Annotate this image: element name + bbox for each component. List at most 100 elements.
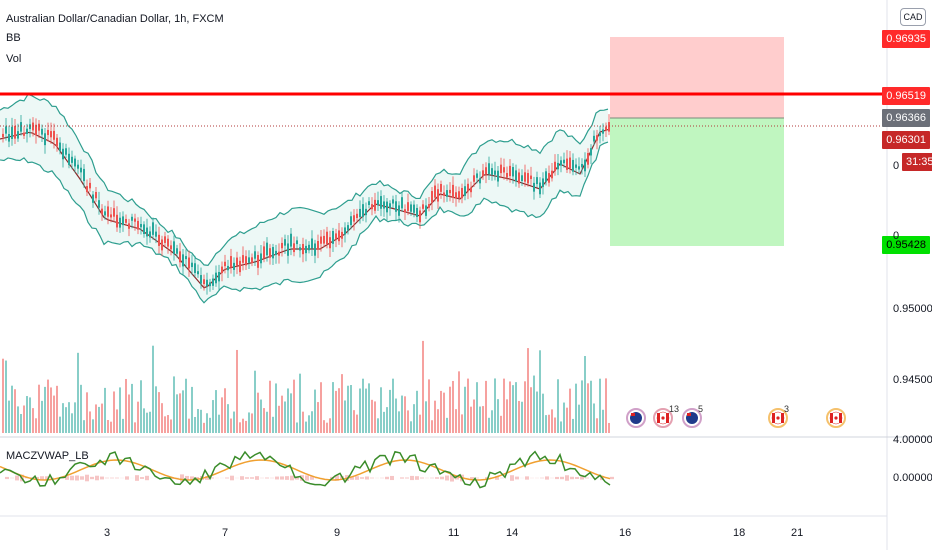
volume-bar: [200, 409, 202, 433]
candle-body: [455, 192, 457, 199]
osc-histogram-bar: [435, 477, 439, 479]
osc-histogram-bar: [75, 475, 79, 481]
candle-body: [146, 227, 148, 237]
osc-main-line: [0, 450, 611, 489]
candle-body: [149, 231, 151, 238]
volume-bar: [143, 408, 145, 433]
osc-histogram-bar: [125, 476, 129, 480]
volume-bar: [239, 422, 241, 433]
candle-body: [554, 161, 556, 172]
volume-bar: [248, 412, 250, 433]
volume-bar: [578, 404, 580, 433]
candle-body: [536, 177, 538, 185]
volume-bar: [275, 383, 277, 433]
osc-histogram-bar: [545, 476, 549, 480]
volume-bar: [602, 409, 604, 433]
indicator-bb-label[interactable]: BB: [6, 32, 21, 44]
candle-body: [422, 204, 424, 209]
volume-bar: [386, 407, 388, 433]
volume-bar: [389, 389, 391, 433]
currency-button[interactable]: CAD: [900, 8, 926, 26]
candle-body: [92, 194, 94, 203]
event-markers[interactable]: 13 5 3: [626, 404, 846, 428]
volume-bar: [440, 390, 442, 433]
osc-histogram-bar: [495, 476, 499, 480]
osc-histogram-bar: [190, 476, 194, 480]
osc-histogram-bar: [580, 476, 584, 480]
osc-histogram-bar: [560, 476, 564, 480]
volume-bar: [122, 418, 124, 433]
candle-body: [608, 122, 610, 132]
candle-body: [248, 257, 250, 263]
volume-bar: [566, 407, 568, 433]
volume-bar: [266, 411, 268, 433]
candle-body: [179, 251, 181, 263]
candle-body: [368, 201, 370, 205]
symbol-title[interactable]: Australian Dollar/Canadian Dollar, 1h, F…: [6, 13, 224, 25]
osc-histogram-bar: [510, 475, 514, 481]
candle-body: [233, 262, 235, 270]
candle-body: [353, 215, 355, 222]
volume-bar: [77, 352, 79, 433]
osc-histogram-bar: [135, 475, 139, 481]
indicator-vol-label[interactable]: Vol: [6, 53, 22, 65]
candle-body: [569, 157, 571, 169]
candle-body: [14, 125, 16, 139]
event-marker-flag-ca[interactable]: 13: [653, 404, 679, 428]
event-marker-flag-au[interactable]: [626, 408, 646, 428]
volume-bar: [446, 417, 448, 433]
time-label: 3: [104, 527, 111, 539]
volume-bar: [113, 391, 115, 433]
time-label: 16: [619, 527, 632, 539]
volume-bar: [8, 400, 10, 433]
candle-body: [212, 278, 214, 286]
candle-body: [518, 172, 520, 184]
profit-zone[interactable]: [610, 118, 784, 246]
candle-body: [5, 126, 7, 134]
candle-body: [605, 126, 607, 131]
candle-body: [386, 201, 388, 213]
volume-bar: [464, 386, 466, 433]
candle-body: [206, 279, 208, 287]
volume-bar: [344, 400, 346, 433]
candle-body: [599, 132, 601, 136]
oscillator-label[interactable]: MACZVWAP_LB: [6, 450, 89, 462]
candle-body: [215, 272, 217, 284]
loss-zone[interactable]: [610, 37, 784, 118]
osc-histogram-bar: [250, 477, 254, 479]
event-marker-flag-ca[interactable]: 3: [768, 404, 789, 428]
candle-body: [458, 191, 460, 198]
candle-body: [392, 199, 394, 204]
osc-histogram-bar: [295, 476, 299, 480]
candle-body: [35, 124, 37, 136]
osc-histogram-bar: [385, 476, 389, 480]
volume-bar: [605, 378, 607, 433]
volume-bar: [428, 379, 430, 433]
event-marker-flag-ca[interactable]: [826, 408, 846, 428]
volume-bar: [545, 415, 547, 433]
candle-body: [242, 255, 244, 263]
osc-histogram-bar: [110, 477, 114, 479]
candle-body: [134, 218, 136, 222]
volume-bar: [572, 418, 574, 433]
volume-bar: [470, 406, 472, 433]
candle-body: [272, 247, 274, 259]
candle-body: [287, 243, 289, 256]
volume-bar: [272, 416, 274, 433]
candle-body: [161, 239, 163, 251]
volume-bar: [263, 408, 265, 433]
candle-body: [191, 262, 193, 268]
osc-histogram-bar: [255, 476, 259, 480]
event-marker-flag-au[interactable]: 5: [682, 404, 703, 428]
osc-histogram-bar: [455, 476, 459, 480]
volume-bar: [380, 387, 382, 433]
volume-bar: [398, 411, 400, 433]
candle-body: [431, 191, 433, 203]
volume-bar: [29, 397, 31, 433]
volume-bar: [476, 382, 478, 433]
candle-body: [401, 197, 403, 209]
candle-body: [107, 206, 109, 217]
volume-bar: [311, 411, 313, 433]
osc-histogram-bar: [440, 476, 444, 480]
